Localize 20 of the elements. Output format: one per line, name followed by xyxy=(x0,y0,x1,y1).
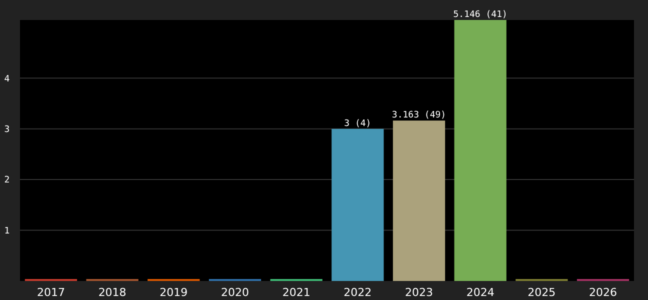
x-tick-label: 2017 xyxy=(36,286,65,299)
y-tick-label: 4 xyxy=(4,74,10,84)
x-tick-label: 2020 xyxy=(220,286,249,299)
y-tick-label: 1 xyxy=(4,226,10,236)
data-label: 3.163 (49) xyxy=(392,110,446,121)
x-tick-label: 2024 xyxy=(466,286,494,299)
data-label: 5.146 (41) xyxy=(453,10,508,20)
data-label: 3 (4) xyxy=(344,118,372,129)
x-tick-label: 2019 xyxy=(160,286,188,299)
x-tick-label: 2021 xyxy=(282,286,310,299)
x-tick-label: 2025 xyxy=(528,286,556,299)
y-tick-label: 3 xyxy=(4,124,10,135)
x-tick-label: 2022 xyxy=(344,286,372,299)
x-tick-label: 2018 xyxy=(98,286,126,299)
y-tick-label: 2 xyxy=(4,176,10,186)
bar xyxy=(392,120,446,281)
x-tick-label: 2026 xyxy=(589,286,618,299)
bar xyxy=(454,20,506,281)
bar xyxy=(332,128,384,281)
x-tick-label: 2023 xyxy=(405,286,434,299)
